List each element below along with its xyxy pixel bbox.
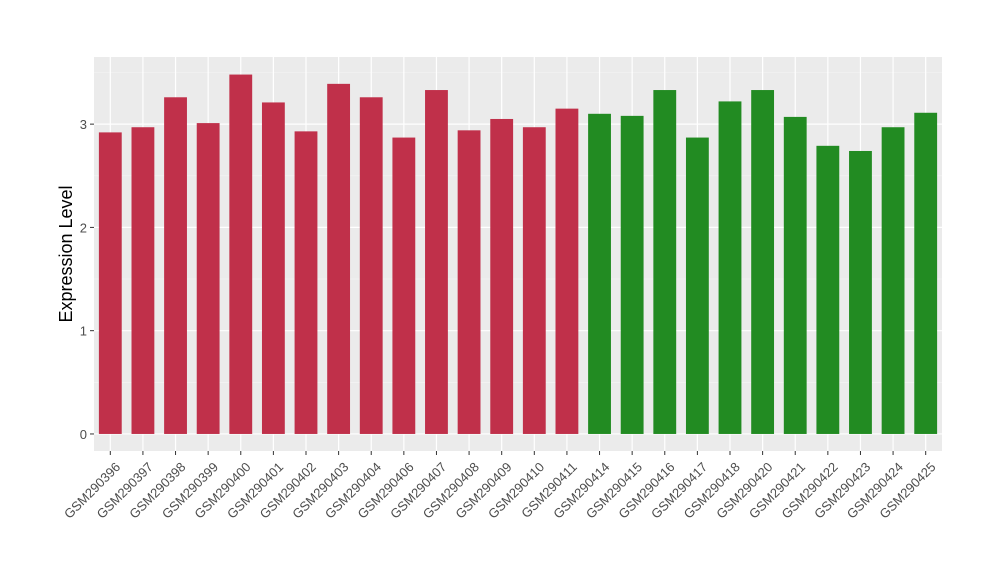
bar (751, 90, 775, 434)
bar (392, 137, 416, 434)
bar (783, 116, 807, 434)
bar (849, 150, 872, 434)
bar (718, 101, 742, 434)
y-tick-label: 1 (80, 324, 87, 339)
bar (457, 130, 481, 434)
bar (490, 118, 514, 434)
bar (425, 90, 448, 434)
bar (588, 113, 611, 434)
bar (685, 137, 709, 434)
y-axis-title: Expression Level (56, 185, 76, 322)
bar (196, 123, 220, 434)
bar (131, 127, 155, 434)
bar (816, 145, 840, 434)
bar (881, 127, 905, 434)
bar (653, 90, 677, 434)
bar (522, 127, 546, 434)
bar (914, 112, 938, 434)
bar (229, 74, 253, 434)
bar (359, 97, 383, 434)
bar (164, 97, 187, 434)
bar (98, 132, 122, 434)
y-tick-label: 0 (80, 427, 87, 442)
bar (294, 131, 318, 434)
y-tick-label: 3 (80, 117, 87, 132)
bar (555, 108, 579, 434)
bar (620, 115, 644, 434)
bar (327, 83, 351, 434)
plot-panel (94, 57, 942, 451)
bar (261, 102, 285, 434)
y-tick-label: 2 (80, 220, 87, 235)
